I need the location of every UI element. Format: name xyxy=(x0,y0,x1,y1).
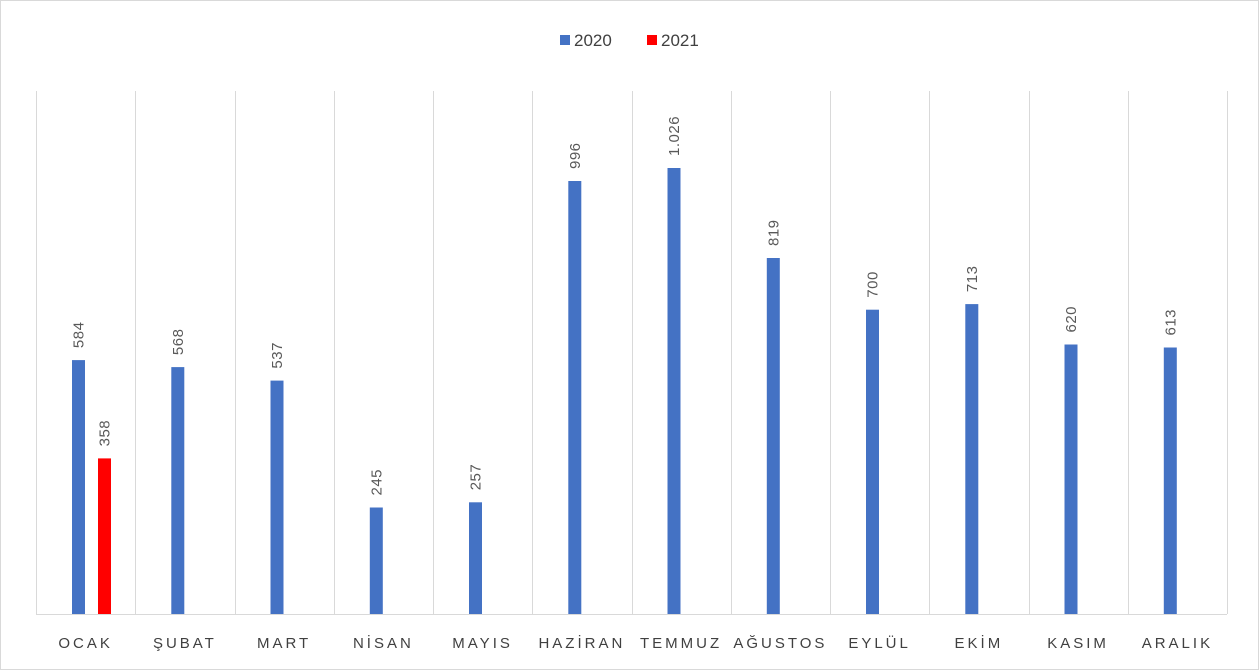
bar-2021-ocak xyxy=(98,458,111,614)
bar-2020-kasim xyxy=(1064,344,1078,614)
bar-2020-ni̇san xyxy=(369,507,383,614)
bar-2020-eylül xyxy=(866,309,879,614)
category-label-mayis: MAYIS xyxy=(452,635,513,652)
data-label-2020-kasim: 620 xyxy=(1063,306,1080,333)
category-label-hazi̇ran: HAZİRAN xyxy=(538,634,625,652)
data-label-2020-ağustos: 819 xyxy=(765,219,782,246)
data-label-2020-mayis: 257 xyxy=(468,464,485,491)
category-label-ağustos: AĞUSTOS xyxy=(733,635,827,652)
category-label-mart: MART xyxy=(257,635,311,652)
bar-2020-ocak xyxy=(72,360,85,614)
legend: 2020 2021 xyxy=(560,31,699,50)
data-labels: 584 568 537 245 257 996 1.026 819 700 713 620 613 35… xyxy=(71,116,1180,496)
data-label-2020-hazi̇ran: 996 xyxy=(567,142,584,169)
category-gridlines xyxy=(36,91,1228,614)
data-label-2020-eki̇m: 713 xyxy=(964,266,981,293)
category-label-şubat: ŞUBAT xyxy=(153,635,217,652)
bar-2020-mart xyxy=(270,380,284,614)
bar-2020-mayis xyxy=(469,502,482,614)
bar-2020-ağustos xyxy=(766,258,780,614)
bar-2020-hazi̇ran xyxy=(568,181,582,614)
data-label-2020-ni̇san: 245 xyxy=(368,469,385,496)
category-label-eylül: EYLÜL xyxy=(848,634,911,652)
data-label-2020-ocak: 584 xyxy=(71,322,88,349)
bar-2020-temmuz xyxy=(667,168,681,614)
category-label-ni̇san: NİSAN xyxy=(353,634,414,652)
category-labels: OCAK ŞUBAT MART NİSAN MAYIS HAZİRAN TEMMUZ AĞUS… xyxy=(58,634,1213,652)
category-label-aralik: ARALIK xyxy=(1142,635,1213,652)
legend-label-2021: 2021 xyxy=(661,31,699,50)
data-label-2020-şubat: 568 xyxy=(170,329,187,356)
data-label-2020-temmuz: 1.026 xyxy=(666,116,683,156)
legend-label-2020: 2020 xyxy=(574,31,612,50)
category-label-ocak: OCAK xyxy=(58,635,113,652)
bar-2020-şubat xyxy=(171,367,185,614)
category-label-kasim: KASIM xyxy=(1047,635,1109,652)
bar-2020-eki̇m xyxy=(965,304,979,614)
category-label-temmuz: TEMMUZ xyxy=(640,635,722,652)
data-label-2021-ocak: 358 xyxy=(97,420,114,447)
bars xyxy=(72,168,1177,614)
legend-swatch-2021 xyxy=(647,35,657,45)
data-label-2020-eylül: 700 xyxy=(865,271,882,298)
legend-swatch-2020 xyxy=(560,35,570,45)
bar-2020-aralik xyxy=(1163,347,1177,614)
data-label-2020-aralik: 613 xyxy=(1162,309,1179,336)
category-label-eki̇m: EKİM xyxy=(955,634,1004,652)
data-label-2020-mart: 537 xyxy=(269,342,286,369)
